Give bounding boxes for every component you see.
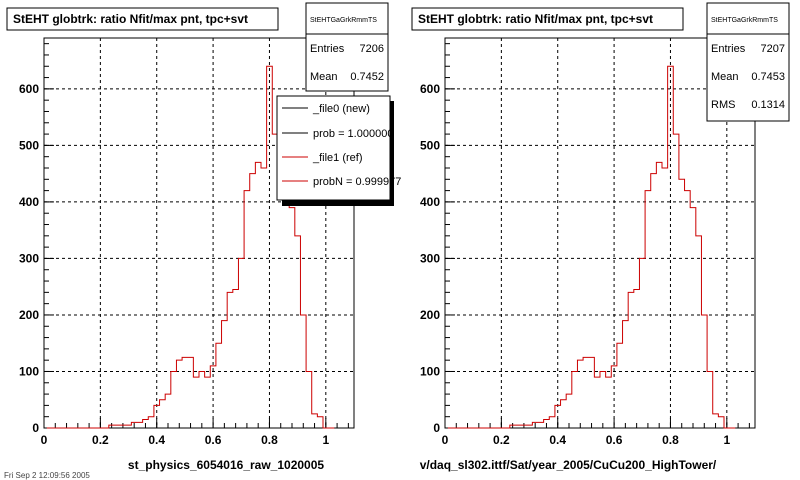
right-histogram-panel: 0 0.2 0.4 0.6 0.8 1 0 100 200 300 400 500 600 StEHT … [411,2,790,472]
y-tick-label: 0 [433,421,440,435]
y-tick-label: 100 [420,364,440,378]
legend-ref-label: _file1 (ref) [312,152,363,164]
y-tick-label: 400 [420,195,440,209]
x-tick-label: 0 [41,433,48,447]
x-tick-label: 0.8 [261,433,278,447]
right-stats-rms-value: 0.1314 [751,99,785,111]
left-tick-labels: 0 0.2 0.4 0.6 0.8 1 0 100 200 300 400 500 600 [19,82,330,447]
left-axis-ticks [43,43,349,429]
right-stats-entries-label: Entries [711,43,746,55]
x-tick-label: 0.4 [549,433,566,447]
left-stats-mean-label: Mean [310,71,338,83]
y-tick-label: 300 [19,251,39,265]
y-tick-label: 0 [32,421,39,435]
x-tick-label: 0.2 [493,433,510,447]
right-stats-entries-value: 7207 [761,43,785,55]
y-tick-label: 500 [19,138,39,152]
right-tick-labels: 0 0.2 0.4 0.6 0.8 1 0 100 200 300 400 500 600 [420,82,731,447]
left-histogram-panel: 0 0.2 0.4 0.6 0.8 1 0 100 200 300 400 500 600 StEHT … [6,2,401,472]
right-stats-name: StEHTGaGrkRmmTS [711,17,778,24]
x-tick-label: 0.8 [662,433,679,447]
legend-box [276,95,391,201]
y-tick-label: 400 [19,195,39,209]
right-stats-rms-label: RMS [711,99,735,111]
y-tick-label: 300 [420,251,440,265]
right-x-axis-title: v/daq_sl302.ittf/Sat/year_2005/CuCu200_H… [420,458,717,472]
right-plot-frame [444,37,756,429]
legend-new-label: _file0 (new) [312,103,370,115]
legend-probn-label: probN = 0.999977 [313,176,401,188]
left-chart-title: StEHT globtrk: ratio Nfit/max pnt, tpc+s… [13,12,248,26]
right-stats-mean-label: Mean [711,71,739,83]
y-tick-label: 100 [19,364,39,378]
left-stats-entries-label: Entries [310,43,345,55]
right-histogram-ref-line [447,65,736,429]
y-tick-label: 200 [420,308,440,322]
y-tick-label: 200 [19,308,39,322]
right-grid [445,38,755,428]
left-stats-entries-value: 7206 [360,43,384,55]
x-tick-label: 0.6 [205,433,222,447]
x-tick-label: 1 [322,433,329,447]
left-stats-name: StEHTGaGrkRmmTS [310,17,377,24]
right-axis-ticks [444,43,750,429]
left-stats-mean-value: 0.7452 [350,71,384,83]
x-tick-label: 0.2 [92,433,109,447]
right-stats-box [706,2,790,122]
x-tick-label: 1 [723,433,730,447]
footer-timestamp: Fri Sep 2 12:09:56 2005 [4,471,90,480]
y-tick-label: 600 [19,82,39,96]
x-tick-label: 0.4 [148,433,165,447]
y-tick-label: 600 [420,82,440,96]
x-tick-label: 0 [442,433,449,447]
left-stats-box [305,2,389,92]
left-x-axis-title: st_physics_6054016_raw_1020005 [128,458,324,472]
x-tick-label: 0.6 [606,433,623,447]
right-title-box [411,7,684,31]
left-title-box [6,7,279,31]
right-stats-mean-value: 0.7453 [751,71,785,83]
right-chart-title: StEHT globtrk: ratio Nfit/max pnt, tpc+s… [418,12,653,26]
legend-prob-label: prob = 1.000000 [313,128,393,140]
y-tick-label: 500 [420,138,440,152]
